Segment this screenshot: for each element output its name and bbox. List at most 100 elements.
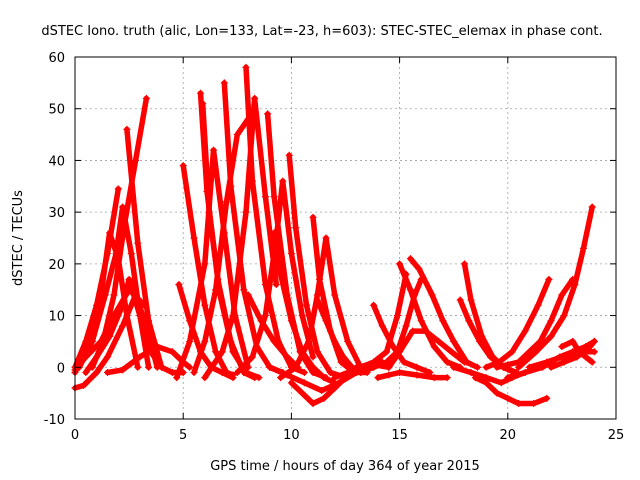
data-point-marker — [467, 368, 475, 376]
data-point-marker — [590, 337, 598, 345]
data-point-marker — [532, 348, 540, 356]
data-point-marker — [560, 358, 568, 366]
data-point-marker — [229, 348, 237, 356]
data-point-marker — [456, 296, 464, 304]
data-point-marker — [378, 322, 386, 330]
data-point-marker — [186, 337, 194, 345]
data-point-marker — [504, 394, 512, 402]
data-point-marker — [430, 374, 438, 382]
data-point-marker — [588, 358, 596, 366]
data-point-marker — [303, 301, 311, 309]
data-point-marker — [580, 244, 588, 252]
data-point-marker — [298, 389, 306, 397]
data-point-marker — [534, 301, 542, 309]
series-17 — [201, 94, 280, 382]
data-point-marker — [558, 353, 566, 361]
series-line — [483, 276, 552, 371]
data-point-marker — [103, 353, 111, 361]
data-point-marker — [119, 366, 127, 374]
data-point-marker — [443, 358, 451, 366]
data-point-marker — [283, 353, 291, 361]
data-point-marker — [261, 312, 269, 320]
y-tick-label: 40 — [48, 154, 65, 169]
data-point-marker — [344, 368, 352, 376]
data-point-marker — [316, 275, 324, 283]
data-point-marker — [497, 379, 505, 387]
data-point-marker — [439, 317, 447, 325]
data-point-marker — [201, 260, 209, 268]
data-point-marker — [318, 387, 326, 395]
data-point-marker — [471, 374, 479, 382]
data-point-marker — [569, 348, 577, 356]
y-tick-label: 60 — [48, 51, 65, 66]
data-point-marker — [400, 358, 408, 366]
data-point-marker — [168, 368, 176, 376]
data-point-marker — [82, 353, 90, 361]
data-point-marker — [227, 182, 235, 190]
data-point-marker — [82, 368, 90, 376]
data-point-marker — [335, 379, 343, 387]
data-point-marker — [270, 229, 278, 237]
data-point-marker — [132, 156, 140, 164]
data-point-marker — [125, 275, 133, 283]
data-point-marker — [121, 218, 129, 226]
data-point-marker — [244, 291, 252, 299]
data-point-marker — [220, 79, 228, 87]
data-point-marker — [145, 363, 153, 371]
data-point-marker — [309, 399, 317, 407]
data-point-marker — [190, 368, 198, 376]
data-point-marker — [383, 348, 391, 356]
data-point-marker — [305, 337, 313, 345]
chart-title: dSTEC Iono. truth (alic, Lon=133, Lat=-2… — [41, 24, 602, 39]
data-point-marker — [417, 317, 425, 325]
data-point-marker — [229, 374, 237, 382]
data-point-marker — [134, 363, 142, 371]
data-point-marker — [242, 368, 250, 376]
series-line — [515, 204, 595, 371]
data-point-marker — [136, 312, 144, 320]
data-point-marker — [168, 348, 176, 356]
data-point-marker — [396, 368, 404, 376]
data-point-marker — [586, 343, 594, 351]
series-42 — [515, 203, 596, 371]
y-tick-label: 0 — [57, 361, 65, 376]
data-point-marker — [493, 389, 501, 397]
data-point-marker — [277, 374, 285, 382]
series-41 — [482, 275, 553, 371]
data-point-marker — [582, 353, 590, 361]
data-point-marker — [279, 177, 287, 185]
data-point-marker — [123, 125, 131, 133]
series-layer — [71, 63, 598, 407]
x-tick-label: 15 — [391, 428, 408, 443]
data-point-marker — [374, 374, 382, 382]
data-point-marker — [489, 353, 497, 361]
data-point-marker — [396, 260, 404, 268]
data-point-marker — [588, 203, 596, 211]
series-line — [191, 116, 251, 376]
data-point-marker — [287, 250, 295, 258]
data-point-marker — [270, 193, 278, 201]
data-point-marker — [322, 317, 330, 325]
data-point-marker — [285, 151, 293, 159]
data-point-marker — [406, 255, 414, 263]
data-point-marker — [331, 291, 339, 299]
data-point-marker — [201, 301, 209, 309]
data-point-marker — [547, 363, 555, 371]
x-tick-label: 0 — [71, 428, 79, 443]
data-point-marker — [114, 185, 122, 193]
data-point-marker — [186, 363, 194, 371]
data-point-marker — [422, 327, 430, 335]
data-point-marker — [242, 208, 250, 216]
y-tick-label: 30 — [48, 206, 65, 221]
data-point-marker — [515, 399, 523, 407]
data-point-marker — [255, 374, 263, 382]
data-point-marker — [298, 312, 306, 320]
series-2 — [71, 291, 161, 392]
data-point-marker — [543, 394, 551, 402]
data-point-marker — [326, 368, 334, 376]
data-point-marker — [573, 353, 581, 361]
data-point-marker — [406, 286, 414, 294]
data-point-marker — [478, 332, 486, 340]
data-point-marker — [205, 208, 213, 216]
